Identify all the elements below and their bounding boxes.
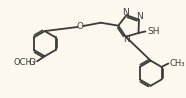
Text: O: O	[29, 58, 36, 67]
Text: OCH₃: OCH₃	[13, 58, 36, 67]
Text: N: N	[122, 8, 129, 17]
Text: O: O	[77, 22, 84, 31]
Text: N: N	[137, 12, 143, 21]
Text: SH: SH	[147, 27, 159, 36]
Text: CH₃: CH₃	[169, 59, 185, 68]
Text: N: N	[123, 35, 129, 44]
